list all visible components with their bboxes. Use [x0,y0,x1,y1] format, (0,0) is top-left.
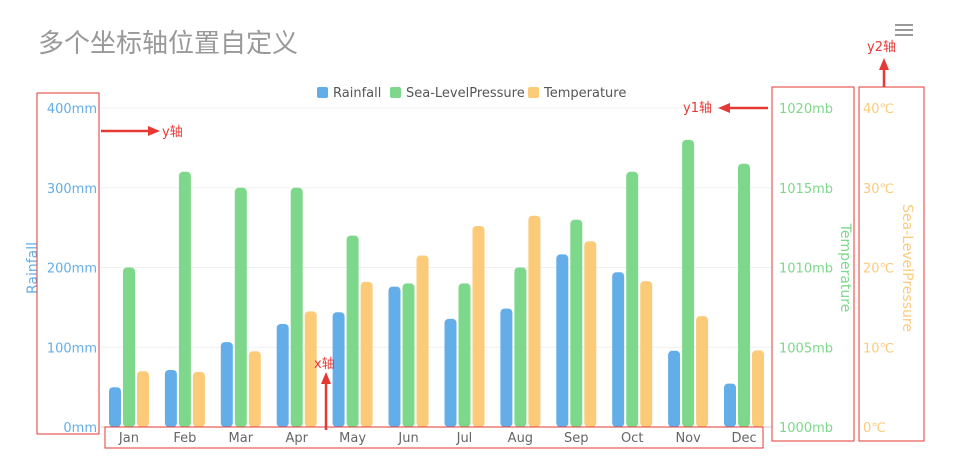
y1-tick-label: 1000mb [779,421,833,436]
bar-temperature-nov[interactable] [696,316,709,427]
y2-axis-title: Sea-LevelPressure [899,204,915,332]
bar-temperature-apr[interactable] [304,311,317,427]
y-tick-label: 400mm [47,102,97,117]
y1-tick-label: 1010mb [779,262,833,277]
bar-temperature-aug[interactable] [528,215,541,427]
legend-label-temperature: Temperature [543,86,626,101]
x-tick-label: Mar [229,431,254,446]
bar-temperature-dec[interactable] [752,350,764,427]
arrow-left-icon [718,103,730,113]
legend: Rainfall Sea-LevelPressure Temperature [317,86,626,101]
legend-item-pressure[interactable]: Sea-LevelPressure [390,86,525,101]
bar-temperature-may[interactable] [360,281,373,427]
annotation-arrows [101,58,889,430]
legend-item-temperature[interactable]: Temperature [528,86,626,101]
bar-rainfall-feb[interactable] [164,370,177,427]
arrow-right-icon [148,126,160,136]
bar-temperature-jan[interactable] [137,371,149,427]
arrow-up-icon [879,58,889,70]
hamburger-menu-icon[interactable] [895,24,913,36]
bar-sealevelpressure-may[interactable] [346,235,359,427]
arrow-up-icon [321,372,331,384]
y1-axis-annotation: y1轴 [683,101,712,116]
y-tick-label: 200mm [47,262,97,277]
bar-rainfall-nov[interactable] [668,350,681,427]
y1-axis-title: Temperature [837,223,853,313]
bar-rainfall-jul[interactable] [444,318,457,427]
y-axis-title: Rainfall [25,242,41,294]
x-tick-label: Aug [508,431,533,446]
bar-sealevelpressure-dec[interactable] [738,163,750,428]
bar-sealevelpressure-jan[interactable] [123,267,135,428]
bars [109,139,764,428]
bar-rainfall-may[interactable] [332,312,345,427]
bar-rainfall-apr[interactable] [276,324,289,427]
y1-tick-label: 1015mb [779,182,833,197]
tick-labels: Jan Feb Mar Apr May Jun Jul Aug Sep Oct Nov Dec 0mm 1… [47,102,894,446]
bar-temperature-feb[interactable] [192,372,205,427]
x-tick-label: Oct [621,431,643,446]
x-axis-box [104,426,764,449]
y2-tick-label: 40℃ [863,102,894,117]
y1-axis-box [771,86,855,442]
x-tick-label: May [339,431,366,446]
x-tick-label: Jul [456,431,473,446]
bar-sealevelpressure-mar[interactable] [234,187,247,428]
x-tick-label: Feb [173,431,196,446]
bar-sealevelpressure-feb[interactable] [178,171,191,427]
x-tick-label: Sep [564,431,589,446]
x-tick-label: Jan [118,431,139,446]
bar-temperature-mar[interactable] [248,351,261,427]
x-tick-label: Jun [397,431,418,446]
legend-item-rainfall[interactable]: Rainfall [317,86,381,101]
chart-title: 多个坐标轴位置自定义 [38,29,298,59]
y2-axis-box [858,86,925,442]
bar-sealevelpressure-nov[interactable] [682,139,695,427]
x-axis-annotation: x轴 [314,357,335,372]
x-tick-label: Dec [731,431,756,446]
bar-sealevelpressure-apr[interactable] [290,187,303,428]
y2-tick-label: 0℃ [863,421,886,436]
y-tick-label: 0mm [63,421,97,436]
y2-axis-annotation: y2轴 [867,40,896,55]
legend-label-pressure: Sea-LevelPressure [406,86,525,101]
bar-rainfall-sep[interactable] [556,254,569,427]
y-tick-label: 300mm [47,182,97,197]
y-axis-box [36,92,100,435]
bar-rainfall-jun[interactable] [388,286,401,427]
bar-rainfall-oct[interactable] [612,272,625,427]
y-tick-label: 100mm [47,341,97,356]
y-axis-annotation: y轴 [162,125,183,140]
bar-temperature-jun[interactable] [416,255,429,428]
bar-rainfall-aug[interactable] [500,308,513,427]
bar-sealevelpressure-oct[interactable] [626,171,639,427]
y2-tick-label: 10℃ [863,341,894,356]
bar-rainfall-mar[interactable] [220,342,233,427]
bar-sealevelpressure-jul[interactable] [458,283,471,427]
y2-tick-label: 20℃ [863,262,894,277]
bar-sealevelpressure-sep[interactable] [570,219,583,427]
bar-rainfall-jan[interactable] [109,387,121,427]
y1-tick-label: 1020mb [779,102,833,117]
y1-tick-label: 1005mb [779,341,833,356]
legend-label-rainfall: Rainfall [333,86,381,101]
bar-rainfall-dec[interactable] [724,383,736,427]
y2-tick-label: 30℃ [863,182,894,197]
bar-sealevelpressure-aug[interactable] [514,267,527,428]
bar-temperature-jul[interactable] [472,226,485,427]
annotation-boxes [36,86,925,449]
x-tick-label: Nov [675,431,701,446]
bar-sealevelpressure-jun[interactable] [402,283,415,427]
bar-temperature-sep[interactable] [584,241,597,427]
bar-temperature-oct[interactable] [640,281,653,427]
x-tick-label: Apr [285,431,308,446]
